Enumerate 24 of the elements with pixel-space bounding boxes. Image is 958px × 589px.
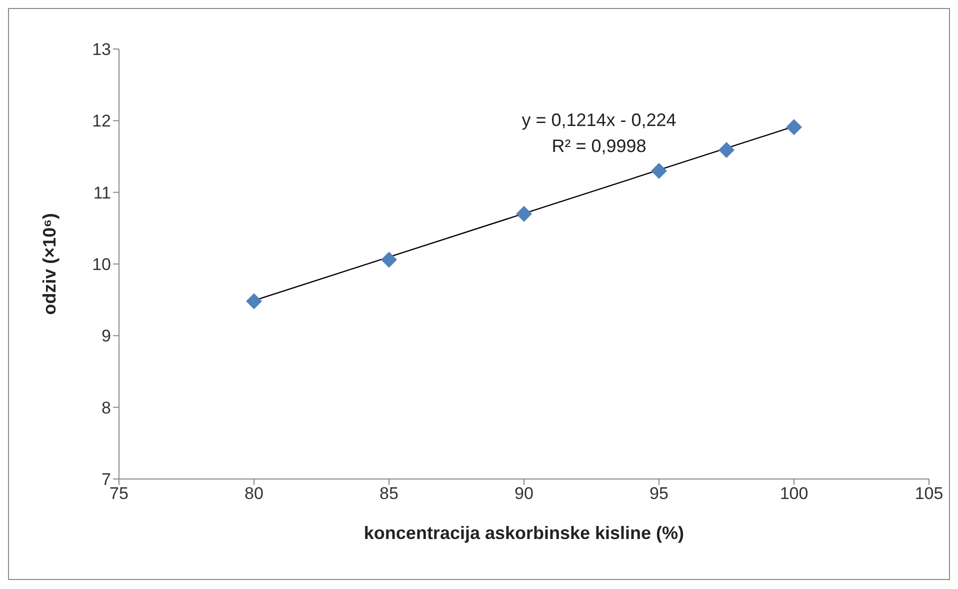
point — [381, 252, 397, 268]
x-axis-title: koncentracija askorbinske kisline (%) — [364, 523, 684, 543]
y-tick-label: 8 — [102, 398, 111, 418]
y-tick-label: 13 — [92, 40, 111, 60]
point — [651, 162, 667, 179]
y-axis-title: odziv (×10⁶) — [39, 213, 60, 315]
y-tick-label: 12 — [92, 112, 111, 131]
y-tick-label: 9 — [102, 326, 111, 346]
annotation: R² = 0,9998 — [550, 135, 648, 158]
point — [516, 206, 532, 222]
point — [246, 293, 262, 310]
y-tick-label: 10 — [92, 255, 111, 274]
y-tick-label: 11 — [93, 183, 111, 202]
x-tick-label: 95 — [650, 484, 668, 504]
x-tick-label: 90 — [514, 484, 534, 504]
annotation: y = 0,1214x - 0,224 — [520, 109, 678, 132]
x-tick-label: 105 — [914, 484, 944, 504]
x-tick-label: 100 — [780, 484, 808, 504]
x-tick-label: 85 — [380, 484, 398, 504]
x-tick-label: 75 — [110, 484, 128, 504]
point — [718, 142, 734, 158]
y-tick-label: 7 — [102, 470, 111, 490]
x-tick-label: 80 — [244, 484, 264, 504]
point — [786, 119, 802, 136]
